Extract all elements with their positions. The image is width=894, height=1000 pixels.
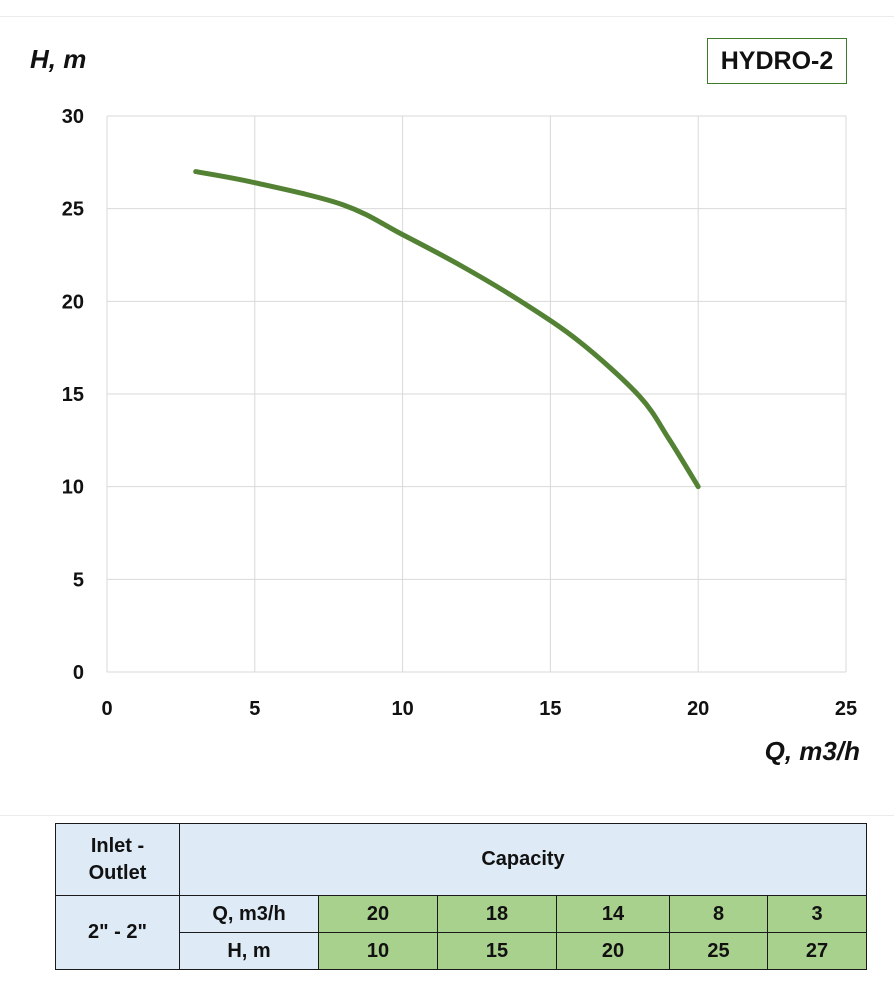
pump-curve-chart: 0 5 10 15 20 25 0 5 10 15 20 25 30 H, m Q, m3/h [30,44,860,766]
chart-grid [106,115,847,673]
h-value: 15 [437,932,557,970]
y-tick-label: 20 [62,291,84,313]
q-value: 18 [437,895,557,933]
connection-size: 2" - 2" [55,895,180,970]
top-divider [0,16,894,17]
q-value: 20 [318,895,438,933]
y-axis-label: H, m [30,44,86,74]
section-divider [0,815,894,816]
h-value: 27 [767,932,867,970]
x-tick-label: 0 [101,698,112,720]
inlet-outlet-header: Inlet - Outlet [55,823,180,896]
x-tick-label: 5 [249,698,260,720]
pump-curve-line [193,169,701,490]
x-tick-label: 25 [835,698,857,720]
y-tick-label: 10 [62,477,84,499]
y-tick-label: 30 [62,106,84,128]
x-tick-label: 10 [391,698,413,720]
spec-table: Inlet - Outlet Capacity 2" - 2" Q, m3/h … [55,823,867,970]
q-value: 3 [767,895,867,933]
y-tick-label: 15 [62,384,84,406]
row-label-h: H, m [179,932,319,970]
h-value: 20 [556,932,670,970]
capacity-header: Capacity [179,823,867,896]
x-tick-label: 20 [687,698,709,720]
row-label-q: Q, m3/h [179,895,319,933]
model-badge: HYDRO-2 [707,38,847,84]
y-tick-label: 5 [73,569,84,591]
y-tick-label: 0 [73,662,84,684]
q-value: 8 [669,895,768,933]
x-tick-label: 15 [539,698,561,720]
q-value: 14 [556,895,670,933]
y-tick-label: 25 [62,199,84,221]
h-value: 10 [318,932,438,970]
x-axis-label: Q, m3/h [765,736,860,766]
x-tick-labels: 0 5 10 15 20 25 [101,698,857,720]
h-value: 25 [669,932,768,970]
y-tick-labels: 0 5 10 15 20 25 30 [62,106,84,684]
